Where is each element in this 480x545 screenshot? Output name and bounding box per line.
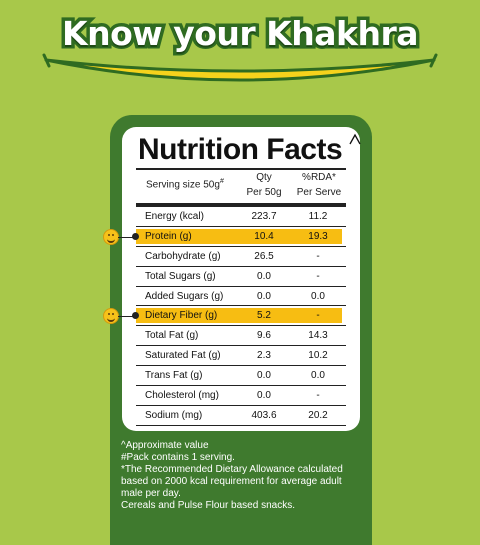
- footnote-line: #Pack contains 1 serving.: [121, 452, 235, 463]
- nutrient-rda: 11.2: [308, 211, 328, 222]
- smiling-face-icon: [103, 308, 119, 324]
- rda-column-header: %RDA* Per Serve: [296, 172, 342, 198]
- bottom-rule: [136, 425, 346, 426]
- dietary-fiber-highlight: [136, 308, 342, 323]
- nutrition-facts-title: Nutrition Facts: [138, 133, 343, 166]
- footnote-line: Cereals and Pulse Flour based snacks.: [121, 500, 295, 511]
- nutrient-name: Energy (kcal): [145, 211, 204, 222]
- nutrient-name: Dietary Fiber (g): [145, 310, 218, 321]
- row-divider: [136, 305, 346, 306]
- nutrient-rda: 0.0: [311, 370, 325, 381]
- nutrient-qty: 0.0: [257, 271, 271, 282]
- nutrient-name: Saturated Fat (g): [145, 350, 221, 361]
- nutrient-qty: 403.6: [251, 410, 277, 421]
- nutrient-qty: 2.3: [257, 350, 271, 361]
- nutrient-rda: -: [316, 390, 320, 401]
- header-rule: [136, 203, 346, 207]
- nutrient-name: Trans Fat (g): [145, 370, 203, 381]
- qty-column-header: Qty Per 50g: [246, 172, 282, 198]
- nutrient-qty: 223.7: [251, 211, 277, 222]
- row-divider: [136, 266, 346, 267]
- nutrient-name: Added Sugars (g): [145, 291, 224, 302]
- nutrient-qty: 26.5: [254, 251, 274, 262]
- nutrient-rda: 14.3: [308, 330, 328, 341]
- protein-marker-dot: [132, 233, 139, 240]
- row-divider: [136, 286, 346, 287]
- row-divider: [136, 246, 346, 247]
- smiling-face-icon: [103, 229, 119, 245]
- nutrient-name: Protein (g): [145, 231, 192, 242]
- footnote-line: *The Recommended Dietary Allowance calcu…: [121, 464, 343, 499]
- nutrient-qty: 9.6: [257, 330, 271, 341]
- nutrient-rda: 10.2: [308, 350, 328, 361]
- nutrient-name: Total Fat (g): [145, 330, 199, 341]
- nutrient-rda: -: [316, 271, 320, 282]
- row-divider: [136, 226, 346, 227]
- nutrient-qty: 0.0: [257, 291, 271, 302]
- protein-leader-line: [118, 237, 138, 238]
- nutrition-card: [122, 127, 360, 431]
- serving-size-header: Serving size 50g#: [146, 178, 224, 191]
- smile-curve-icon: [42, 53, 438, 82]
- nutrient-rda: 0.0: [311, 291, 325, 302]
- nutrient-rda: 19.3: [308, 231, 328, 242]
- nutrient-qty: 0.0: [257, 390, 271, 401]
- fiber-marker-dot: [132, 312, 139, 319]
- page-headline: Know your Khakhra: [59, 11, 422, 57]
- row-divider: [136, 325, 346, 326]
- fiber-leader-line: [118, 316, 138, 317]
- footnotes: ^Approximate value #Pack contains 1 serv…: [121, 440, 357, 512]
- protein-highlight: [136, 229, 342, 244]
- nutrient-qty: 0.0: [257, 370, 271, 381]
- corner-arrow-icon: [349, 133, 361, 145]
- title-rule: [136, 168, 346, 170]
- footnote-line: ^Approximate value: [121, 440, 209, 451]
- nutrient-name: Cholesterol (mg): [145, 390, 219, 401]
- row-divider: [136, 385, 346, 386]
- nutrient-name: Carbohydrate (g): [145, 251, 221, 262]
- nutrient-qty: 10.4: [254, 231, 274, 242]
- nutrient-name: Sodium (mg): [145, 410, 203, 421]
- nutrient-name: Total Sugars (g): [145, 271, 216, 282]
- nutrient-rda: 20.2: [308, 410, 328, 421]
- row-divider: [136, 345, 346, 346]
- nutrient-rda: -: [316, 310, 320, 321]
- row-divider: [136, 365, 346, 366]
- nutrient-rda: -: [316, 251, 320, 262]
- nutrient-qty: 5.2: [257, 310, 271, 321]
- row-divider: [136, 405, 346, 406]
